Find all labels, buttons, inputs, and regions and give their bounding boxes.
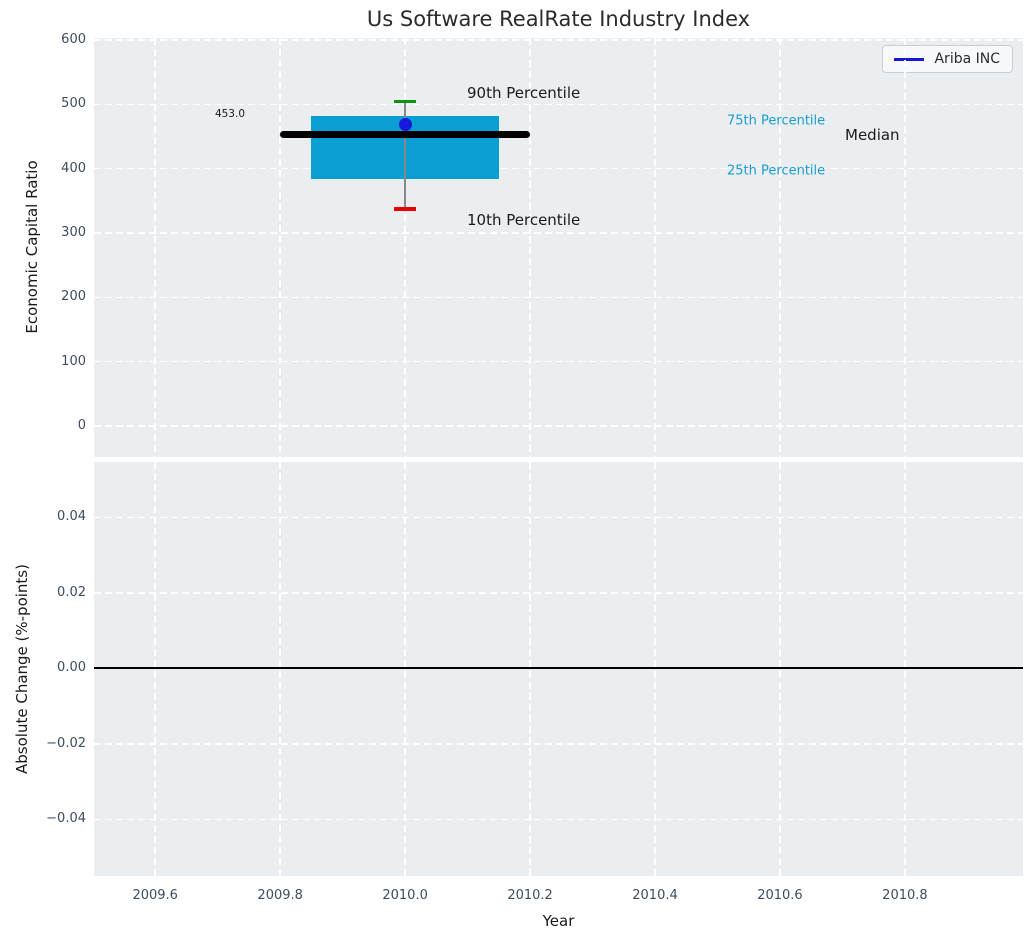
x-tick-label: 2010.6	[757, 888, 803, 903]
x-tick-label: 2010.4	[632, 888, 678, 903]
y-tick-label: 0.00	[57, 660, 86, 676]
median-annotation: Median	[845, 125, 900, 144]
gridline	[94, 167, 1023, 170]
median-line	[280, 131, 531, 139]
y-tick-label: 400	[61, 160, 86, 176]
gridline	[94, 360, 1023, 363]
x-tick-label: 2010.8	[882, 888, 928, 903]
y-tick-label: 200	[61, 289, 86, 305]
x-tick-label: 2009.8	[257, 888, 303, 903]
gridline	[94, 818, 1023, 821]
bottom-plot-area	[94, 462, 1023, 876]
y-tick-label: −0.04	[46, 811, 86, 827]
gridline	[779, 38, 781, 457]
y-tick-label: 500	[61, 96, 86, 112]
p10-percentile-annotation: 10th Percentile	[467, 211, 581, 230]
y-tick-label: 0.02	[57, 584, 86, 600]
y-tick-label: 600	[61, 31, 86, 47]
legend: Ariba INC	[882, 45, 1013, 73]
company-data-point	[398, 118, 412, 132]
gridline	[529, 38, 531, 457]
x-tick-label: 2010.0	[382, 888, 428, 903]
legend-line-sample	[894, 57, 925, 61]
y-tick-label: 0	[77, 418, 86, 434]
gridline	[654, 38, 656, 457]
gridline	[154, 38, 156, 457]
p10-cap	[394, 207, 417, 211]
legend-label: Ariba INC	[934, 51, 1000, 67]
gridline	[94, 39, 1023, 41]
whisker-line	[404, 101, 406, 210]
p90-cap	[394, 99, 417, 104]
median-value-annotation: 453.0	[214, 107, 245, 120]
gridline	[94, 516, 1023, 519]
gridline	[94, 743, 1023, 745]
y-tick-label: 100	[61, 353, 86, 369]
gridline	[279, 38, 281, 457]
gridline	[94, 296, 1023, 299]
gridline	[904, 38, 906, 457]
p25-percentile-annotation: 25th Percentile	[727, 163, 826, 179]
top-plot-area: Ariba INC	[94, 38, 1023, 457]
gridline	[94, 232, 1023, 234]
p75-percentile-annotation: 75th Percentile	[727, 113, 826, 129]
x-axis-label: Year	[542, 912, 575, 930]
gridline	[94, 592, 1023, 594]
x-tick-label: 2010.2	[507, 888, 553, 903]
y-axis-label-top: Economic Capital Ratio	[23, 160, 41, 334]
gridline	[94, 425, 1023, 427]
y-tick-label: 300	[61, 225, 86, 241]
chart-title: Us Software RealRate Industry Index	[366, 7, 751, 31]
p90-percentile-annotation: 90th Percentile	[467, 83, 581, 102]
x-tick-label: 2009.6	[132, 888, 178, 903]
gridline	[94, 103, 1023, 106]
y-tick-label: 0.04	[57, 509, 86, 525]
zero-line	[94, 667, 1023, 670]
y-tick-label: −0.02	[46, 735, 86, 751]
gridline	[404, 38, 406, 457]
